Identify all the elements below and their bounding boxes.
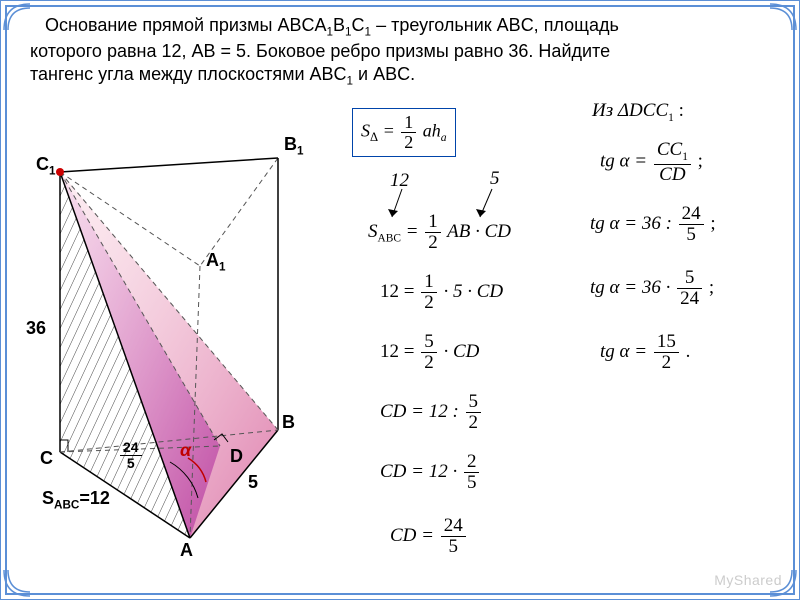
- vertex-a-label: A: [180, 540, 193, 561]
- edge-36-label: 36: [26, 318, 46, 339]
- watermark: MyShared: [714, 572, 782, 588]
- eq-sabc: SABC = 12 AB · CD: [368, 212, 511, 253]
- prism-diagram: C1 B1 A1 C B D A 36 245 5 SABC=12 α: [20, 130, 350, 570]
- problem-statement: Основание прямой призмы ABCA1B1C1 – треу…: [30, 14, 780, 89]
- eq-cd-3: CD = 245: [390, 516, 468, 557]
- eq-12-2: 12 = 52 · CD: [380, 332, 479, 373]
- vertex-b-label: B: [282, 412, 295, 433]
- ad-5-label: 5: [248, 472, 258, 493]
- vertex-a1-label: A1: [206, 250, 226, 274]
- eq-cd-1: CD = 12 : 52: [380, 392, 483, 433]
- eq-tg-2: tg α = 36 : 245 ;: [590, 204, 716, 245]
- eq-tg-4: tg α = 152 .: [600, 332, 690, 373]
- vertex-d-label: D: [230, 446, 243, 467]
- corner-ornament: [2, 2, 32, 32]
- area-formula-box: SΔ = 12 aha: [352, 108, 456, 157]
- vertex-c-label: C: [40, 448, 53, 469]
- eq-tg-1: tg α = CC1CD ;: [600, 140, 703, 185]
- corner-ornament: [2, 568, 32, 598]
- vertex-b1-label: B1: [284, 134, 304, 158]
- eq-cd-2: CD = 12 · 25: [380, 452, 481, 493]
- vertex-c1-label: C1: [36, 154, 56, 178]
- alpha-label: α: [180, 440, 191, 461]
- eq-12-1: 12 = 12 · 5 · CD: [380, 272, 503, 313]
- eq-tg-3: tg α = 36 · 524 ;: [590, 268, 714, 309]
- eq-head-right: Из ΔDCC1 :: [592, 100, 684, 124]
- cd-length-label: 245: [118, 440, 144, 470]
- area-label: SABC=12: [42, 488, 110, 512]
